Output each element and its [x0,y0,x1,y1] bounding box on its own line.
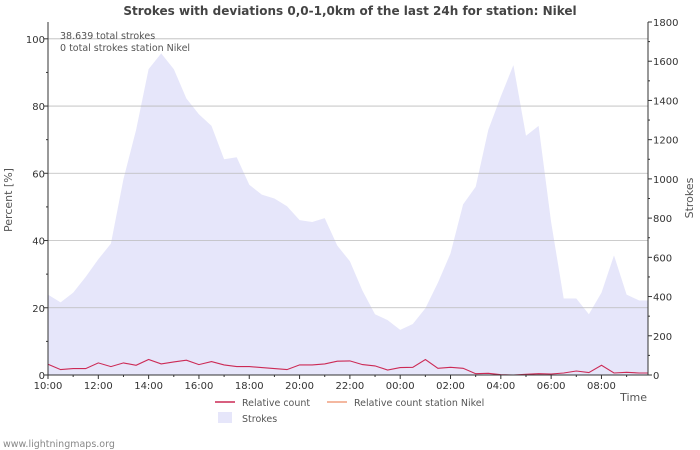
y-left-tick-label-60: 60 [32,169,45,180]
y-right-tick-label-1200: 1200 [653,136,678,147]
x-tick-label-18:00: 18:00 [235,381,264,392]
chart-title: Strokes with deviations 0,0-1,0km of the… [123,4,576,18]
y-left-tick-label-40: 40 [32,237,45,248]
legend-swatch-strokes [218,412,232,423]
strokes-area [48,53,648,376]
legend-label-strokes: Strokes [242,414,277,425]
legend: Relative count Relative count station Ni… [215,398,484,425]
y-left-tick-label-80: 80 [32,102,45,113]
relative-count-layer [47,358,648,376]
x-tick-label-22:00: 22:00 [335,381,364,392]
relative-count-line [47,358,648,376]
y-right-tick-label-1000: 1000 [653,175,678,186]
y-right-tick-label-600: 600 [653,253,672,264]
y-right-tick-label-800: 800 [653,214,672,225]
annotation-station-strokes: 0 total strokes station Nikel [60,43,190,54]
annotation-total-strokes: 38.639 total strokes [60,31,155,42]
legend-label-relative-count: Relative count [242,398,310,409]
x-axis-ticks: 10:00 12:00 14:00 16:00 18:00 20:00 22:00 00:00… [34,375,628,392]
x-tick-label-04:00: 04:00 [486,381,515,392]
x-tick-label-02:00: 02:00 [436,381,465,392]
x-tick-label-20:00: 20:00 [285,381,314,392]
x-tick-label-08:00: 08:00 [587,381,616,392]
y-left-tick-label-20: 20 [32,304,45,315]
strokes-area-layer [48,53,648,376]
gridlines [48,38,648,309]
y-left-tick-label-100: 100 [26,35,45,46]
y-axis-left-label: Percent [%] [2,168,15,232]
y-right-tick-label-0: 0 [653,371,659,382]
y-axis-right-ticks: 0 200 400 600 800 1000 1200 1400 1600 1800 [648,18,678,382]
y-axis-right-label: Strokes [683,177,696,218]
legend-label-relative-count-station: Relative count station Nikel [354,398,484,409]
y-left-tick-label-0: 0 [39,371,45,382]
x-tick-label-10:00: 10:00 [34,381,63,392]
y-right-tick-label-400: 400 [653,293,672,304]
footer-credit: www.lightningmaps.org [3,439,115,450]
y-right-tick-label-1800: 1800 [653,18,678,29]
x-axis-label: Time [619,391,647,404]
y-right-tick-label-1400: 1400 [653,96,678,107]
x-tick-label-14:00: 14:00 [134,381,163,392]
x-tick-label-00:00: 00:00 [386,381,415,392]
x-tick-label-12:00: 12:00 [84,381,113,392]
x-tick-label-06:00: 06:00 [537,381,566,392]
y-right-tick-label-1600: 1600 [653,57,678,68]
y-right-tick-label-200: 200 [653,332,672,343]
x-tick-label-16:00: 16:00 [185,381,214,392]
y-axis-left-ticks: 0 20 40 60 80 100 [26,35,48,382]
